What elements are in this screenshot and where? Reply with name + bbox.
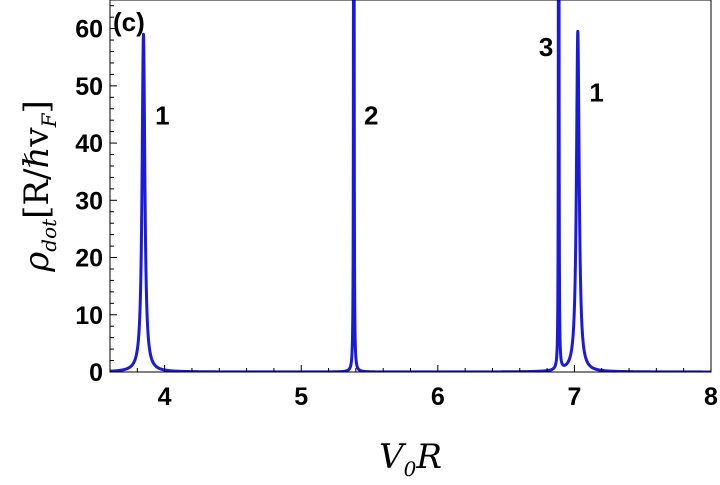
y-axis-title-rest: [R/ℏv <box>17 127 57 219</box>
peak-label: 2 <box>364 100 378 130</box>
y-tick-label: 20 <box>75 245 103 273</box>
x-tick-label: 6 <box>431 383 445 411</box>
x-tick-label: 7 <box>567 383 581 411</box>
peak-annotations: 1 2 3 1 <box>155 32 604 131</box>
x-axis-title-sub: 0 <box>404 457 417 481</box>
x-axis-title-main: V <box>379 437 407 477</box>
panel-label: (c) <box>113 7 145 37</box>
x-axis-title: V0R <box>379 437 442 481</box>
x-tick-label: 5 <box>294 383 308 411</box>
y-tick-label: 50 <box>75 73 103 101</box>
x-tick-label: 4 <box>158 383 172 411</box>
y-axis-title-sub2: F <box>37 112 61 128</box>
ticks <box>109 5 712 373</box>
tick-labels: 4 5 6 7 8 0 10 20 30 40 50 60 <box>75 16 718 411</box>
peak-label: 3 <box>539 32 553 62</box>
y-axis-title-close: ] <box>17 100 57 113</box>
y-axis-title: ρdot[R/ℏvF] <box>17 100 61 272</box>
plot-frame <box>109 0 712 373</box>
peak-label: 1 <box>155 100 169 130</box>
y-tick-label: 60 <box>75 16 103 44</box>
series-line <box>110 0 711 372</box>
y-tick-label: 0 <box>89 359 103 387</box>
x-tick-label: 8 <box>704 383 718 411</box>
series-layer <box>110 0 711 372</box>
y-axis-title-sub: dot <box>37 218 61 252</box>
y-axis-title-main: ρ <box>17 252 57 273</box>
peak-label: 1 <box>589 78 603 108</box>
y-tick-label: 10 <box>75 302 103 330</box>
y-tick-label: 40 <box>75 130 103 158</box>
y-tick-label: 30 <box>75 187 103 215</box>
x-axis-title-rest: R <box>415 437 442 477</box>
